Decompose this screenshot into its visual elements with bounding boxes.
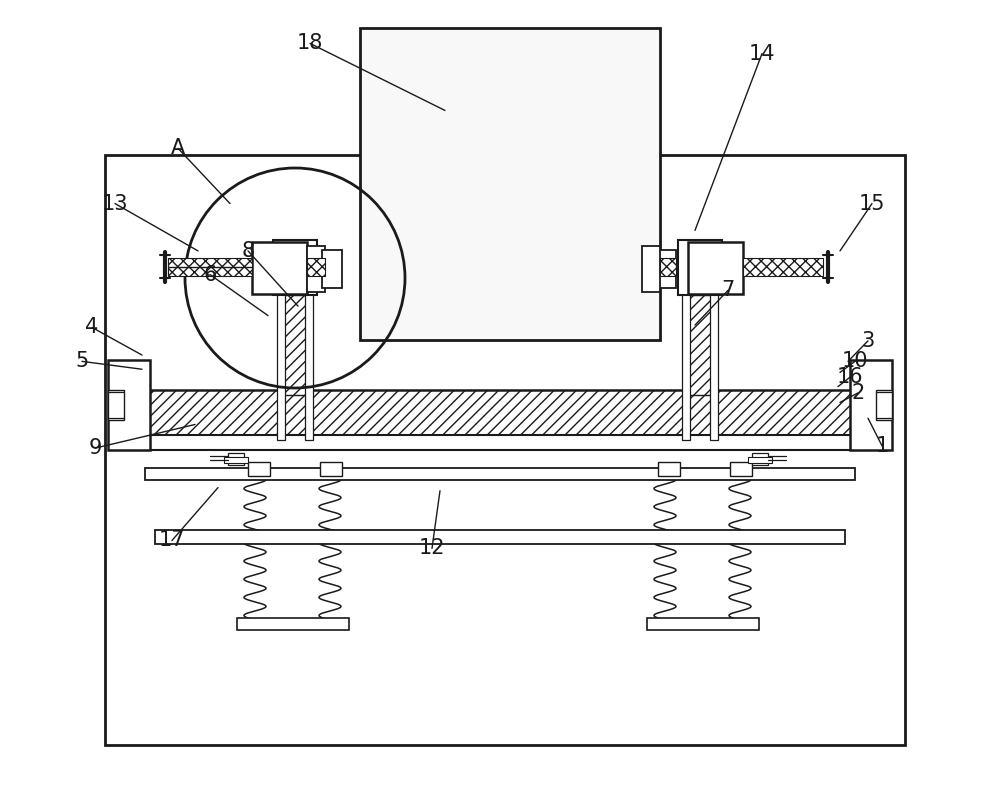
- Bar: [658, 462, 680, 476]
- Text: 1: 1: [875, 436, 889, 456]
- Bar: [688, 242, 743, 294]
- Bar: [145, 390, 855, 435]
- Bar: [224, 457, 248, 463]
- Bar: [850, 360, 892, 450]
- Bar: [252, 242, 307, 294]
- Text: 17: 17: [159, 530, 185, 551]
- Text: 3: 3: [861, 331, 875, 351]
- Bar: [305, 290, 313, 440]
- Bar: [273, 240, 317, 295]
- Bar: [307, 258, 325, 276]
- Bar: [642, 246, 660, 292]
- Bar: [135, 435, 865, 450]
- Text: 8: 8: [241, 241, 255, 261]
- Bar: [145, 468, 855, 480]
- Bar: [307, 246, 325, 292]
- Bar: [658, 250, 676, 288]
- Bar: [360, 28, 660, 340]
- Bar: [687, 295, 713, 395]
- Text: 14: 14: [749, 43, 775, 64]
- Bar: [228, 453, 244, 465]
- Bar: [277, 290, 285, 440]
- Text: 7: 7: [721, 280, 735, 301]
- Text: 9: 9: [88, 438, 102, 458]
- Bar: [647, 618, 759, 630]
- Bar: [730, 462, 752, 476]
- Text: 10: 10: [842, 351, 868, 372]
- Bar: [682, 290, 690, 440]
- Text: 12: 12: [419, 538, 445, 559]
- Bar: [108, 390, 124, 420]
- Text: 2: 2: [851, 383, 865, 403]
- Bar: [320, 462, 342, 476]
- Bar: [237, 618, 349, 630]
- Text: 6: 6: [203, 264, 217, 285]
- Bar: [678, 240, 722, 295]
- Text: 16: 16: [837, 367, 863, 387]
- Bar: [248, 462, 270, 476]
- Text: A: A: [171, 138, 185, 159]
- Bar: [743, 258, 823, 276]
- Bar: [168, 258, 252, 276]
- Bar: [155, 530, 845, 544]
- Text: 13: 13: [102, 193, 128, 214]
- Bar: [282, 295, 308, 395]
- Text: 5: 5: [75, 351, 89, 372]
- Bar: [748, 457, 772, 463]
- Bar: [108, 360, 150, 450]
- Bar: [322, 250, 342, 288]
- Text: 15: 15: [859, 193, 885, 214]
- Bar: [752, 453, 768, 465]
- Text: 18: 18: [297, 33, 323, 54]
- Bar: [710, 290, 718, 440]
- Bar: [876, 390, 892, 420]
- Text: 4: 4: [85, 317, 99, 338]
- Bar: [660, 258, 676, 276]
- Bar: [105, 155, 905, 745]
